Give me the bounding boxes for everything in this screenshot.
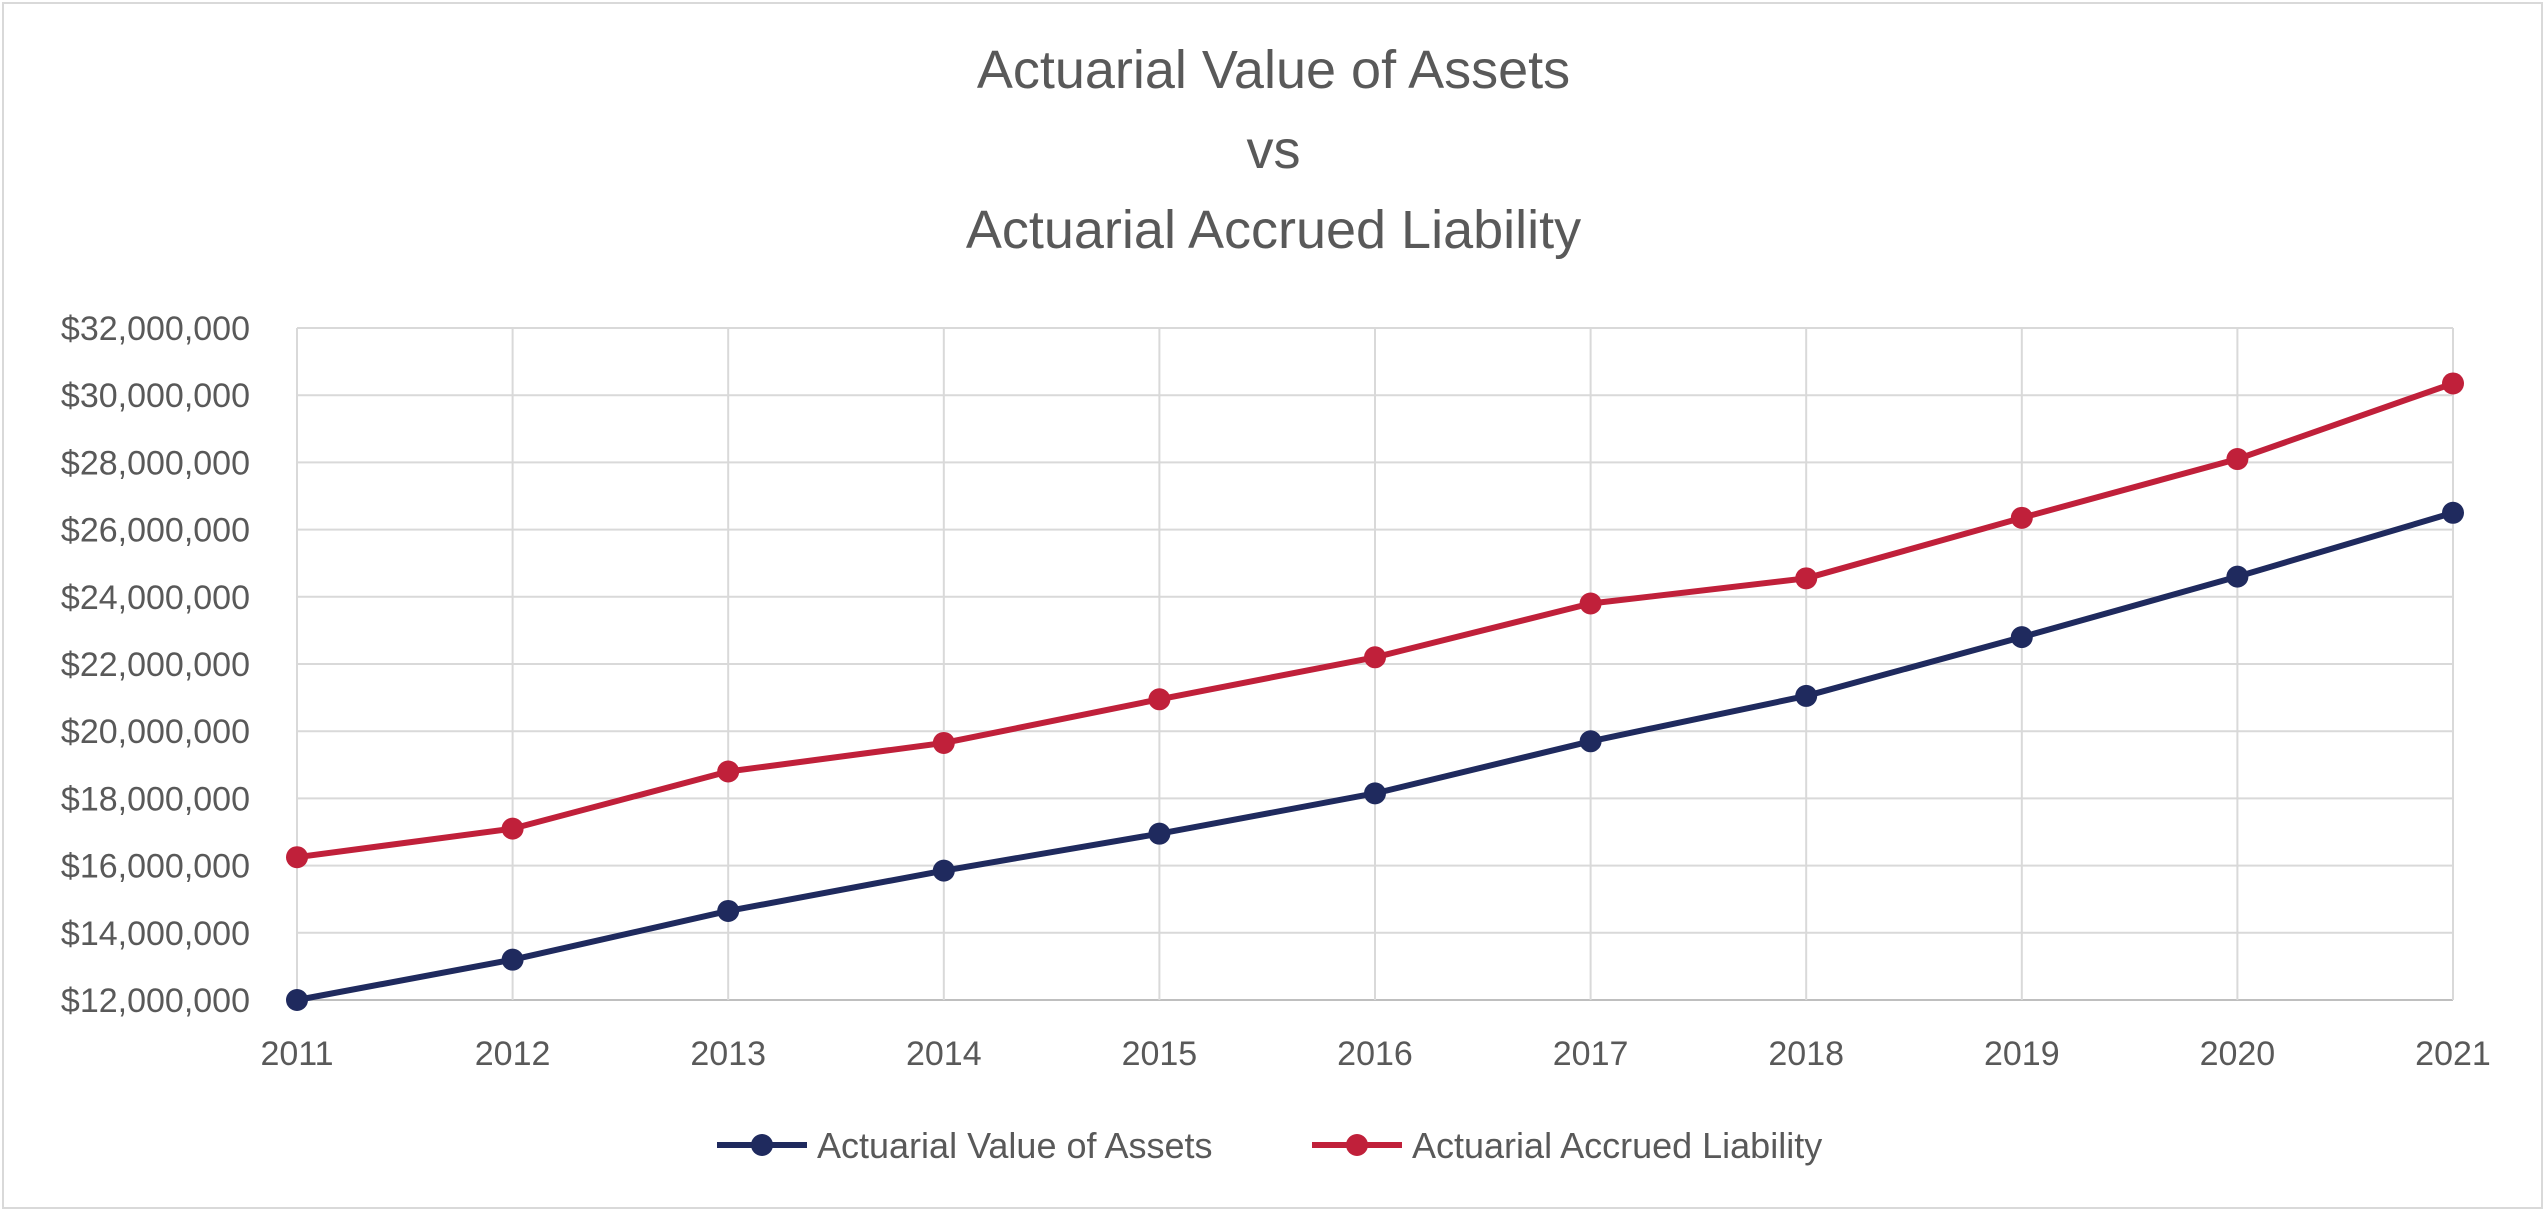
data-point <box>1795 567 1818 590</box>
data-point <box>932 859 955 882</box>
y-tick-label: $26,000,000 <box>61 512 250 550</box>
series-1 <box>286 501 2464 1011</box>
data-point <box>286 846 308 869</box>
legend-label: Actuarial Accrued Liability <box>1412 1125 1822 1166</box>
x-axis-tick-labels: 2011 2012 2013 2014 2015 2016 2017 2018 2019 2020… <box>260 1035 2490 1073</box>
data-point <box>2226 448 2249 471</box>
x-tick-label: 2018 <box>1768 1035 1844 1073</box>
data-point <box>1795 684 1818 707</box>
series-layer <box>286 372 2464 1011</box>
data-point <box>286 989 308 1011</box>
x-tick-label: 2011 <box>260 1035 333 1073</box>
data-point <box>717 899 740 922</box>
x-tick-label: 2017 <box>1553 1035 1629 1073</box>
legend-swatch-marker <box>1346 1134 1368 1156</box>
chart-title-line-2: vs <box>1246 120 1301 180</box>
x-tick-label: 2012 <box>475 1035 551 1073</box>
y-tick-label: $14,000,000 <box>61 915 250 953</box>
data-point <box>1579 730 1602 753</box>
y-tick-label: $20,000,000 <box>61 713 250 751</box>
data-point <box>2226 565 2249 588</box>
y-tick-label: $22,000,000 <box>61 646 250 684</box>
x-tick-label: 2013 <box>690 1035 766 1073</box>
chart-title-line-3: Actuarial Accrued Liability <box>965 200 1582 260</box>
data-point <box>2442 501 2464 524</box>
y-tick-label: $16,000,000 <box>61 848 250 886</box>
data-point <box>501 817 524 840</box>
data-point <box>2010 626 2033 649</box>
x-tick-label: 2021 <box>2415 1035 2491 1073</box>
legend: Actuarial Value of Assets Actuarial Accru… <box>717 1125 1822 1166</box>
x-tick-label: 2015 <box>1122 1035 1198 1073</box>
y-tick-label: $32,000,000 <box>61 310 250 348</box>
data-point <box>2442 372 2464 395</box>
chart-title-line-1: Actuarial Value of Assets <box>976 40 1571 100</box>
data-point <box>501 948 524 971</box>
y-tick-label: $12,000,000 <box>61 982 250 1020</box>
legend-item-1: Actuarial Value of Assets <box>717 1125 1213 1166</box>
x-tick-label: 2014 <box>906 1035 982 1073</box>
y-tick-label: $28,000,000 <box>61 444 250 482</box>
x-tick-label: 2020 <box>2200 1035 2276 1073</box>
x-tick-label: 2019 <box>1984 1035 2060 1073</box>
legend-label: Actuarial Value of Assets <box>817 1125 1213 1166</box>
gridlines <box>296 327 2454 1001</box>
data-point <box>932 731 955 754</box>
legend-item-2: Actuarial Accrued Liability <box>1312 1125 1822 1166</box>
x-tick-label: 2016 <box>1337 1035 1413 1073</box>
data-point <box>1364 646 1386 669</box>
data-point <box>1364 782 1386 805</box>
data-point <box>1148 688 1171 711</box>
series-2 <box>286 372 2464 869</box>
y-tick-label: $18,000,000 <box>61 780 250 818</box>
y-tick-label: $24,000,000 <box>61 579 250 617</box>
chart-title: Actuarial Value of Assets vs Actuarial A… <box>0 30 2547 270</box>
data-point <box>717 760 740 783</box>
data-point <box>1579 592 1602 615</box>
data-point <box>1148 822 1171 845</box>
y-tick-label: $30,000,000 <box>61 377 250 415</box>
legend-swatch-marker <box>751 1134 773 1156</box>
data-point <box>2010 506 2033 529</box>
y-axis-tick-labels: $12,000,000 $14,000,000 $16,000,000 $18,000… <box>61 310 250 1020</box>
